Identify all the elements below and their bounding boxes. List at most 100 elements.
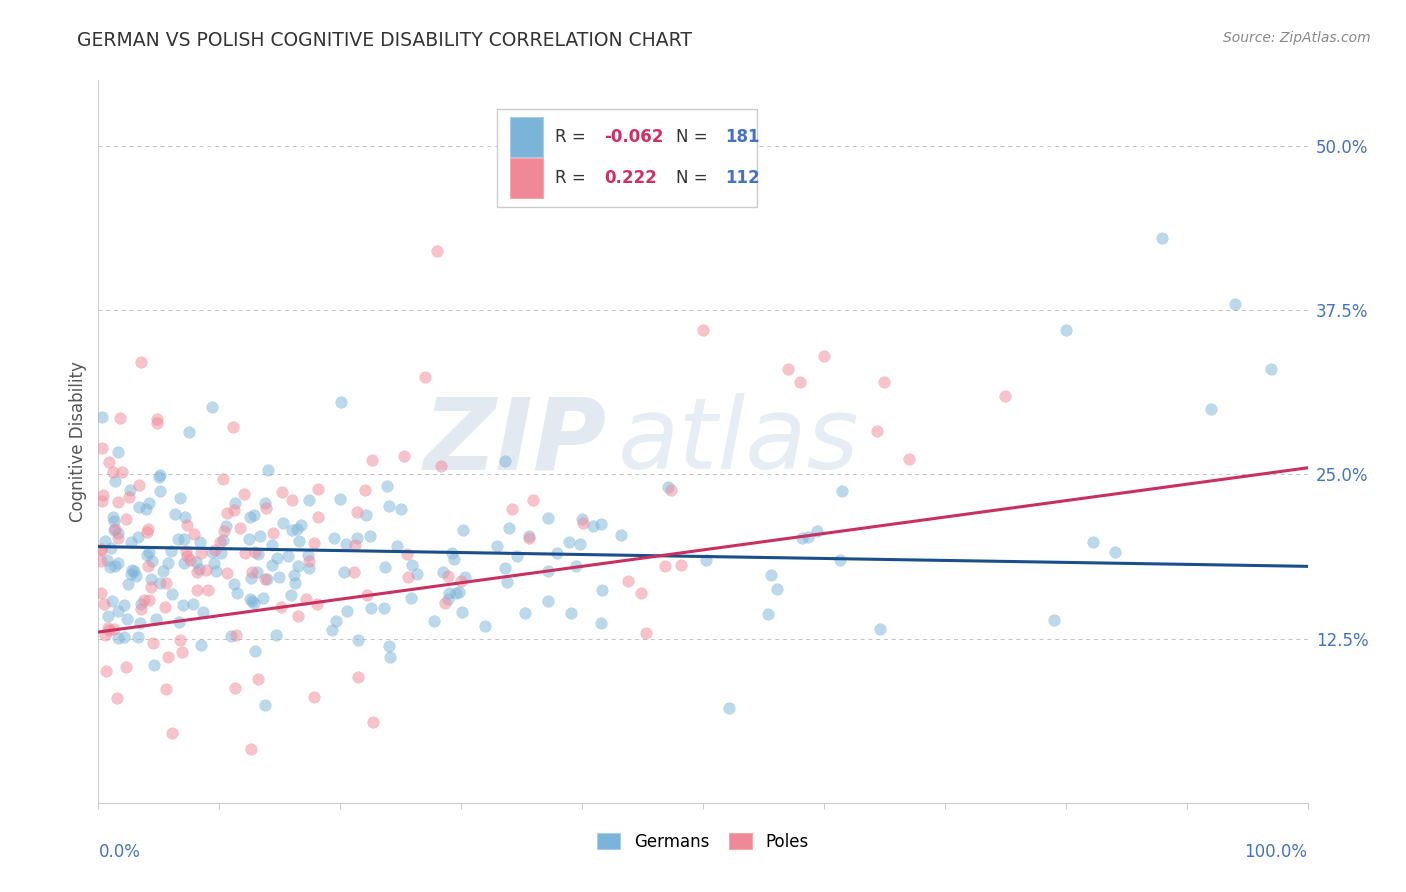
Point [243, 644, 266, 658]
Point [374, 560, 396, 574]
Point [118, 490, 141, 504]
Point [290, 518, 312, 533]
Point [335, 536, 357, 550]
Point [347, 670, 370, 684]
Text: 0.222: 0.222 [603, 169, 657, 186]
Text: R =: R = [555, 169, 592, 186]
Point [129, 355, 152, 369]
Point [522, 492, 544, 507]
Point [242, 565, 264, 579]
Point [91, 493, 114, 508]
Point [297, 548, 319, 562]
Point [501, 501, 523, 516]
Point [399, 591, 422, 606]
Point [211, 472, 233, 486]
Text: 0.0%: 0.0% [98, 843, 141, 861]
Point [141, 554, 163, 568]
Point [217, 566, 239, 581]
Point [107, 531, 129, 545]
Point [873, 376, 896, 390]
Point [107, 557, 129, 571]
Point [759, 568, 782, 582]
Point [1152, 231, 1174, 245]
Point [149, 468, 172, 483]
Point [415, 370, 437, 384]
Point [177, 425, 200, 439]
Point [225, 628, 247, 642]
Point [307, 482, 329, 496]
Point [325, 614, 347, 628]
Point [212, 533, 235, 547]
Point [591, 615, 613, 630]
Point [169, 491, 191, 505]
Point [170, 645, 193, 659]
Point [401, 558, 423, 573]
Point [346, 531, 368, 545]
Point [209, 546, 232, 560]
Text: 100.0%: 100.0% [1244, 843, 1308, 861]
Point [127, 630, 149, 644]
Point [519, 531, 541, 545]
Point [717, 701, 740, 715]
Point [160, 726, 183, 740]
Point [695, 553, 717, 567]
Point [238, 533, 260, 547]
Point [157, 650, 180, 665]
Point [280, 493, 302, 508]
Point [204, 543, 226, 558]
Point [361, 453, 384, 467]
Point [219, 629, 242, 643]
Point [132, 592, 155, 607]
Point [169, 632, 191, 647]
Point [385, 540, 408, 554]
Point [135, 501, 157, 516]
Point [866, 425, 889, 439]
Point [90, 541, 112, 556]
Point [444, 586, 467, 600]
Point [233, 546, 256, 560]
Point [243, 508, 266, 522]
Point [176, 544, 198, 558]
Point [103, 622, 125, 636]
Point [129, 597, 152, 611]
Point [202, 556, 225, 570]
Point [361, 714, 384, 729]
Point [129, 602, 152, 616]
Point [271, 516, 294, 531]
Point [636, 626, 658, 640]
Point [246, 565, 269, 579]
Point [330, 394, 353, 409]
Point [498, 521, 520, 535]
Point [176, 549, 198, 564]
Point [1043, 613, 1066, 627]
Point [252, 591, 274, 606]
Legend: Germans, Poles: Germans, Poles [592, 828, 814, 856]
Point [356, 588, 378, 602]
Point [97, 608, 120, 623]
Point [1054, 323, 1077, 337]
Point [145, 411, 167, 425]
Text: ZIP: ZIP [423, 393, 606, 490]
Point [630, 585, 652, 599]
Point [201, 400, 224, 414]
Text: -0.062: -0.062 [603, 128, 664, 145]
Point [433, 596, 456, 610]
Point [298, 493, 321, 508]
Point [201, 544, 224, 558]
Point [396, 570, 419, 584]
Point [239, 742, 262, 756]
Point [591, 582, 613, 597]
Point [93, 598, 115, 612]
Point [610, 527, 633, 541]
Point [659, 483, 682, 497]
Point [346, 505, 368, 519]
Point [451, 523, 474, 537]
Point [254, 500, 277, 515]
Point [101, 510, 124, 524]
Point [264, 627, 287, 641]
Point [240, 571, 263, 585]
Point [136, 522, 159, 536]
Point [173, 532, 195, 546]
Point [136, 548, 159, 562]
Point [114, 512, 136, 526]
